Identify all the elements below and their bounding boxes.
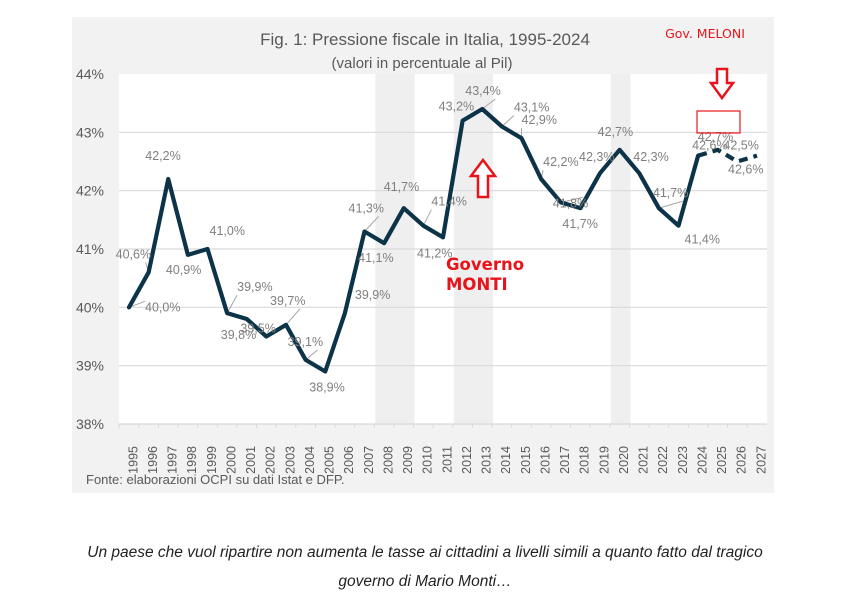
data-label: 41,8% [553, 196, 588, 210]
data-label: 41,7% [384, 180, 419, 194]
y-tick-label: 41% [76, 241, 104, 257]
x-tick-label: 2000 [224, 446, 238, 474]
data-label: 42,9% [522, 113, 557, 127]
x-tick-label: 2020 [617, 446, 631, 474]
data-label: 41,3% [349, 202, 384, 216]
x-tick-label: 2027 [754, 446, 768, 474]
data-label: 42,5% [723, 139, 758, 153]
chart: 38% 39% 40% 41% 42% 43% 44% 1995 1996 1997 1998 19… [0, 0, 850, 520]
x-tick-label: 1998 [185, 446, 199, 474]
data-label: 42,2% [543, 155, 578, 169]
data-label: 42,6% [728, 163, 763, 177]
x-tick-label: 2013 [480, 446, 494, 474]
x-tick-label: 2024 [695, 446, 709, 474]
x-tick-label: 2002 [264, 446, 278, 474]
x-tick-label: 1997 [166, 446, 180, 474]
x-tick-label: 2010 [421, 446, 435, 474]
data-label: 41,4% [431, 195, 466, 209]
x-tick-label: 2021 [637, 446, 651, 474]
chart-source: Fonte: elaborazioni OCPI su dati Istat e… [86, 472, 344, 487]
y-tick-label: 42% [76, 183, 104, 199]
chart-title: Fig. 1: Pressione fiscale in Italia, 199… [260, 30, 590, 49]
x-tick-label: 2018 [578, 446, 592, 474]
x-tick-label: 2006 [342, 446, 356, 474]
data-label: 43,2% [439, 100, 474, 114]
data-label: 43,4% [465, 84, 500, 98]
y-tick-label: 44% [76, 66, 104, 82]
data-label: 39,5% [240, 322, 275, 336]
caption-line-2: governo di Mario Monti… [0, 567, 850, 596]
x-tick-label: 2022 [656, 446, 670, 474]
x-tick-label: 2026 [735, 446, 749, 474]
data-label: 42,3% [633, 150, 668, 164]
x-tick-label: 2008 [381, 446, 395, 474]
data-label: 38,9% [309, 381, 344, 395]
data-label: 40,6% [116, 247, 151, 261]
data-label: 39,1% [288, 335, 323, 349]
x-tick-label: 2011 [440, 446, 454, 473]
x-tick-label: 2007 [362, 446, 376, 474]
x-tick-label: 2015 [519, 446, 533, 474]
x-tick-label: 2004 [303, 446, 317, 474]
data-label: 41,7% [653, 186, 688, 200]
x-tick-label: 1999 [205, 446, 219, 474]
y-tick-label: 43% [76, 124, 104, 140]
x-tick-label: 2012 [460, 446, 474, 474]
y-tick-label: 39% [76, 358, 104, 374]
y-tick-label: 38% [76, 416, 104, 432]
x-tick-label: 2014 [499, 446, 513, 474]
data-label: 40,9% [166, 263, 201, 277]
x-tick-label: 2019 [597, 446, 611, 474]
meloni-label: Gov. MELONI [665, 26, 745, 41]
data-label: 39,9% [355, 288, 390, 302]
data-label: 41,1% [358, 251, 393, 265]
data-label: 41,4% [685, 233, 720, 247]
data-label: 39,7% [270, 294, 305, 308]
data-label: 42,3% [579, 150, 614, 164]
x-tick-label: 1995 [126, 446, 140, 474]
x-tick-label: 2001 [244, 446, 258, 474]
x-tick-label: 2003 [283, 446, 297, 474]
x-tick-label: 2016 [538, 446, 552, 474]
x-tick-label: 2005 [323, 446, 337, 474]
x-tick-label: 2025 [715, 446, 729, 474]
data-label: 42,2% [145, 149, 180, 163]
x-tick-label: 2009 [401, 446, 415, 474]
data-label: 41,0% [210, 224, 245, 238]
caption-line-1: Un paese che vuol ripartire non aumenta … [0, 538, 850, 567]
x-tick-label: 2023 [676, 446, 690, 474]
y-tick-label: 40% [76, 299, 104, 315]
x-tick-label: 2017 [558, 446, 572, 474]
monti-label-line1: Governo [446, 255, 524, 274]
data-label: 39,9% [237, 280, 272, 294]
chart-subtitle: (valori in percentuale al Pil) [332, 55, 513, 72]
monti-label-line2: MONTI [446, 275, 508, 294]
data-label: 42,7% [598, 125, 633, 139]
x-tick-label: 1996 [146, 446, 160, 474]
data-label: 41,7% [562, 217, 597, 231]
data-label: 40,0% [145, 300, 180, 314]
article-caption: Un paese che vuol ripartire non aumenta … [0, 538, 850, 596]
